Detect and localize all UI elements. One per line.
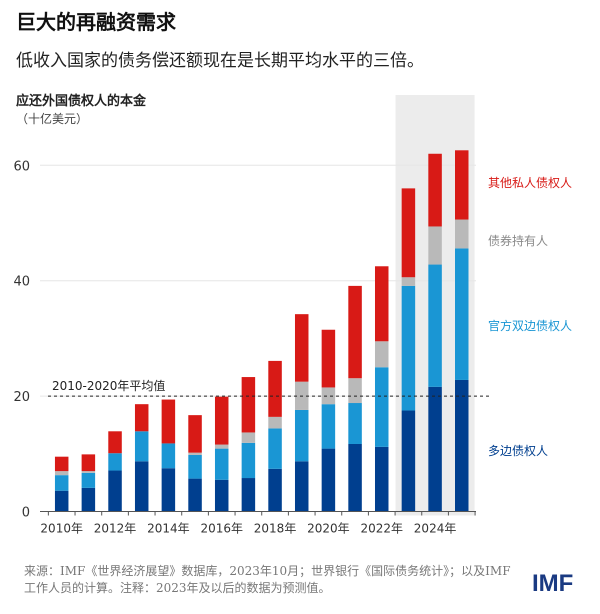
bar-segment [188,415,202,453]
y-axis-label: 应还外国债权人的本金 [16,94,147,109]
bar-segment [374,367,389,447]
bar-segment [455,150,469,220]
bar-segment [401,285,416,411]
x-tick-label: 2024年 [414,522,457,536]
bar-segment [108,470,122,512]
bar-segment [54,471,69,476]
bar-segment [161,399,176,444]
y-tick-label: 60 [13,159,30,174]
bar-segment [241,478,256,512]
bar-segment [268,416,282,429]
legend-label: 其他私人债权人 [488,176,572,190]
bar-segment [401,188,416,278]
bar-segment [268,428,282,469]
bar-segment [214,448,229,480]
bar-segment [321,404,336,449]
bar-segment [455,248,469,380]
bar-segment [455,219,469,249]
bar-segment [374,341,389,368]
bar-segment [81,471,96,473]
bar-segment [348,403,362,444]
source-note: 来源：IMF《世界经济展望》数据库，2023年10月；世界银行《国际债务统计》；… [24,564,511,595]
bar-segment [428,153,442,227]
x-tick-label: 2010年 [40,522,83,536]
bar-segment [188,478,202,512]
bar-segment [54,475,69,491]
bar-segment [161,443,176,469]
x-tick-label: 2016年 [200,522,243,536]
bar-segment [294,409,309,462]
bar-segment [214,479,229,512]
bar-segment [321,329,336,388]
bar-segment [294,461,309,512]
x-tick-label: 2012年 [94,522,137,536]
bar-segment [374,446,389,512]
x-tick-label: 2020年 [307,522,350,536]
bar-segment [348,285,362,379]
bar-segment [268,360,282,417]
x-tick-label: 2022年 [360,522,403,536]
y-tick-label: 20 [13,390,30,405]
bar-segment [241,442,256,479]
bar-segment [214,396,229,445]
bar-segment [455,379,469,512]
bar-segment [188,454,202,479]
bar-segment [108,453,122,471]
y-tick-label: 40 [13,275,30,290]
average-line-label: 2010-2020年平均值 [52,378,165,393]
bar-segment [374,266,389,342]
bar-segment [81,472,96,488]
bar-segment [134,461,149,512]
bar-segment [428,264,442,387]
x-tick-label: 2018年 [254,522,297,536]
bar-segment [214,444,229,449]
bar-segment [268,468,282,512]
bar-segment [294,314,309,382]
bar-segment [54,490,69,512]
y-tick-label: 0 [22,506,30,521]
bar-segment [401,277,416,286]
bar-segment [81,487,96,512]
stacked-bar-chart: 0 20 40 60 2010年 2012年 2014年 2016年 2018年 2020年 202… [13,95,572,536]
bar-segment [321,387,336,405]
bar-segment [188,452,202,455]
bar-segment [81,454,96,472]
chart-title: 巨大的再融资需求 [16,10,176,34]
bar-segment [134,404,149,432]
bar-segment [134,431,149,462]
bar-segment [161,468,176,512]
legend-label: 官方双边债权人 [488,318,572,333]
bar-segment [54,456,69,472]
bar-segment [108,431,122,454]
bar-segment [348,443,362,512]
bar-segment [348,378,362,404]
bar-segment [241,377,256,433]
y-axis-unit: （十亿美元） [16,112,89,126]
legend-label: 多边债权人 [488,444,548,458]
bar-segment [428,226,442,265]
imf-logo: IMF [532,570,574,597]
bar-segment [401,410,416,512]
chart-subtitle: 低收入国家的债务偿还额现在是长期平均水平的三倍。 [16,51,424,71]
bar-segment [321,448,336,512]
legend-label: 债券持有人 [488,233,548,248]
bar-segment [428,386,442,512]
bar-segment [241,432,256,443]
x-tick-label: 2014年 [147,522,190,536]
